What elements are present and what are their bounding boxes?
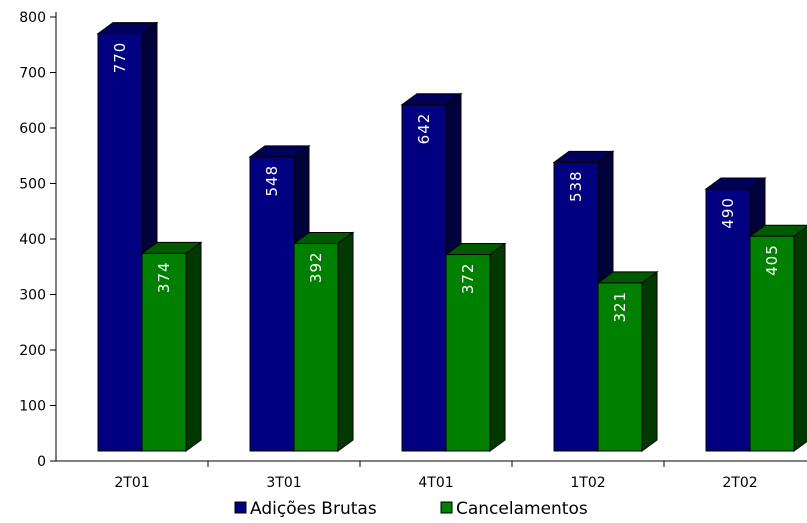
data-label: 405 — [763, 244, 781, 276]
bar-side — [793, 226, 807, 452]
data-label: 642 — [415, 113, 433, 145]
bar-side — [641, 270, 658, 452]
bar: 372 — [444, 242, 507, 452]
bar-front — [249, 156, 295, 452]
data-label: 770 — [111, 42, 129, 74]
bar-front — [293, 242, 339, 452]
bar-front — [553, 161, 599, 452]
legend-swatch — [234, 501, 247, 514]
bar: 405 — [748, 224, 807, 452]
y-tick-label: 700 — [19, 66, 46, 82]
bar: 321 — [596, 270, 659, 452]
data-label: 372 — [459, 263, 477, 295]
legend-label: Adições Brutas — [250, 499, 377, 519]
x-category-label: 2T01 — [114, 475, 149, 491]
data-label: 538 — [567, 170, 585, 202]
data-label: 392 — [307, 251, 325, 283]
bar: 374 — [140, 241, 203, 452]
y-tick-label: 800 — [19, 10, 46, 26]
bar-front — [401, 104, 447, 452]
bar-front — [749, 235, 795, 452]
y-tick-label: 400 — [19, 232, 46, 248]
x-category-label: 2T02 — [722, 475, 757, 491]
bar-front — [97, 33, 143, 452]
x-category-label: 1T02 — [570, 475, 605, 491]
data-label: 490 — [719, 197, 737, 229]
bar-side — [489, 242, 506, 452]
data-label: 548 — [263, 165, 281, 197]
data-label: 374 — [155, 261, 173, 293]
x-category-label: 3T01 — [266, 475, 301, 491]
y-tick-label: 0 — [37, 454, 46, 470]
y-tick-label: 200 — [19, 343, 46, 359]
legend: Adições Brutas Cancelamentos — [234, 499, 588, 519]
bar-front — [445, 254, 491, 452]
bar-front — [141, 252, 187, 452]
y-tick-label: 500 — [19, 177, 46, 193]
legend-swatch — [440, 501, 453, 514]
x-category-label: 4T01 — [418, 475, 453, 491]
legend-label: Cancelamentos — [456, 499, 588, 519]
bars: 770 374 548 392 642 372 538 321 490 405 — [96, 21, 807, 452]
bar-side — [185, 241, 202, 452]
bar: 770 — [96, 21, 159, 452]
bar-side — [337, 231, 354, 452]
bar: 392 — [292, 231, 355, 452]
data-label: 321 — [611, 291, 629, 323]
axes: 0 100 200 300 400 500 600 700 800 2T01 3T01 4T01 1T0… — [19, 10, 807, 491]
bar-front — [597, 282, 643, 452]
y-tick-label: 600 — [19, 121, 46, 137]
y-tick-label: 300 — [19, 288, 46, 304]
y-tick-label: 100 — [19, 399, 46, 415]
